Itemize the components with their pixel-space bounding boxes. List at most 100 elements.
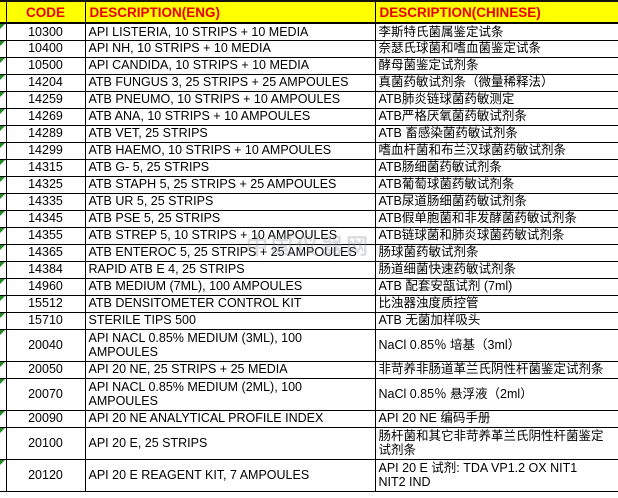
description-eng-cell[interactable]: ATB STREP 5, 10 STRIPS + 10 AMPOULES: [84, 226, 376, 245]
description-eng-cell[interactable]: API 20 NE ANALYTICAL PROFILE INDEX: [84, 409, 376, 428]
description-eng-cell[interactable]: API 20 E REAGENT KIT, 7 AMPOULES: [84, 458, 376, 492]
table-row: 10500 API CANDIDA, 10 STRIPS + 10 MEDIA …: [0, 56, 618, 75]
description-chinese-cell[interactable]: ATB尿道肠细菌药敏试剂条: [374, 192, 618, 211]
code-cell[interactable]: 14345: [5, 209, 86, 228]
description-eng-cell[interactable]: ATB VET, 25 STRIPS: [84, 124, 376, 143]
description-eng-cell[interactable]: ATB ANA, 10 STRIPS + 10 AMPOULES: [84, 107, 376, 126]
code-cell[interactable]: 14960: [5, 277, 86, 296]
row-strip-cell: [0, 73, 7, 92]
error-indicator-icon: [0, 177, 5, 182]
description-chinese-cell[interactable]: ATB假单胞菌和非发酵菌药敏试剂条: [374, 209, 618, 228]
code-cell[interactable]: 14335: [5, 192, 86, 211]
code-cell[interactable]: 20100: [5, 426, 86, 460]
code-cell[interactable]: 20070: [5, 377, 86, 411]
description-chinese-cell[interactable]: 奈瑟氏球菌和嗜血菌鉴定试条: [374, 39, 618, 58]
error-indicator-icon: [0, 313, 5, 318]
row-strip-cell: [0, 294, 7, 313]
description-eng-cell[interactable]: ATB HAEMO, 10 STRIPS + 10 AMPOULES: [84, 141, 376, 160]
error-indicator-icon: [0, 460, 5, 465]
code-cell[interactable]: 20050: [5, 360, 86, 379]
description-chinese-cell[interactable]: 比浊器浊度质控管: [374, 294, 618, 313]
code-cell[interactable]: 10400: [5, 39, 86, 58]
row-strip-cell: [0, 328, 7, 362]
code-cell[interactable]: 14365: [5, 243, 86, 262]
code-cell[interactable]: 14315: [5, 158, 86, 177]
row-strip-cell: [0, 56, 7, 75]
description-chinese-cell[interactable]: 非苛养非肠道革兰氏阴性杆菌鉴定试剂条: [374, 360, 618, 379]
header-description-chinese[interactable]: DESCRIPTION(CHINESE): [374, 0, 618, 24]
description-chinese-cell[interactable]: 真菌药敏试剂条（微量稀释法）: [374, 73, 618, 92]
row-strip-cell: [0, 175, 7, 194]
description-eng-cell[interactable]: ATB DENSITOMETER CONTROL KIT: [84, 294, 376, 313]
description-eng-cell[interactable]: ATB STAPH 5, 25 STRIPS + 25 AMPOULES: [84, 175, 376, 194]
row-strip-cell: [0, 277, 7, 296]
description-eng-cell[interactable]: API NACL 0.85% MEDIUM (2ML), 100 AMPOULE…: [84, 377, 376, 411]
header-code[interactable]: CODE: [5, 0, 86, 24]
description-chinese-cell[interactable]: ATB肠细菌药敏试剂条: [374, 158, 618, 177]
code-cell[interactable]: 20040: [5, 328, 86, 362]
code-cell[interactable]: 14259: [5, 90, 86, 109]
code-cell[interactable]: 14355: [5, 226, 86, 245]
error-indicator-icon: [0, 411, 5, 416]
description-chinese-cell[interactable]: 肠道细菌快速药敏试剂条: [374, 260, 618, 279]
table-row: 14960 ATB MEDIUM (7ML), 100 AMPOULES ATB…: [0, 277, 618, 296]
description-chinese-cell[interactable]: ATB葡萄球菌药敏试剂条: [374, 175, 618, 194]
code-cell[interactable]: 20090: [5, 409, 86, 428]
description-chinese-cell[interactable]: 肠球菌药敏试剂条: [374, 243, 618, 262]
error-indicator-icon: [0, 296, 5, 301]
description-eng-cell[interactable]: API LISTERIA, 10 STRIPS + 10 MEDIA: [84, 22, 376, 41]
table-row: 14335 ATB UR 5, 25 STRIPS ATB尿道肠细菌药敏试剂条: [0, 192, 618, 211]
description-chinese-cell[interactable]: ATB 畜感染菌药敏试剂条: [374, 124, 618, 143]
description-chinese-cell[interactable]: ATB 配套安瓿试剂 (7ml): [374, 277, 618, 296]
header-description-eng[interactable]: DESCRIPTION(ENG): [84, 0, 376, 24]
code-cell[interactable]: 14299: [5, 141, 86, 160]
code-cell[interactable]: 15710: [5, 311, 86, 330]
description-eng-cell[interactable]: API CANDIDA, 10 STRIPS + 10 MEDIA: [84, 56, 376, 75]
description-eng-cell[interactable]: API NACL 0.85% MEDIUM (3ML), 100 AMPOULE…: [84, 328, 376, 362]
code-cell[interactable]: 14384: [5, 260, 86, 279]
description-eng-cell[interactable]: ATB FUNGUS 3, 25 STRIPS + 25 AMPOULES: [84, 73, 376, 92]
description-eng-cell[interactable]: STERILE TIPS 500: [84, 311, 376, 330]
table-row: 20100 API 20 E, 25 STRIPS 肠杆菌和其它非苛养革兰氏阴性…: [0, 426, 618, 460]
row-strip-cell: [0, 90, 7, 109]
description-chinese-cell[interactable]: API 20 NE 编码手册: [374, 409, 618, 428]
error-indicator-icon: [0, 262, 5, 267]
description-eng-cell[interactable]: ATB ENTEROC 5, 25 STRIPS + 25 AMPOULES: [84, 243, 376, 262]
code-cell[interactable]: 14269: [5, 107, 86, 126]
description-chinese-cell[interactable]: 肠杆菌和其它非苛养革兰氏阴性杆菌鉴定 试剂条: [374, 426, 618, 460]
description-chinese-cell[interactable]: ATB肺炎链球菌药敏测定: [374, 90, 618, 109]
table-row: 20070 API NACL 0.85% MEDIUM (2ML), 100 A…: [0, 377, 618, 411]
code-cell[interactable]: 14204: [5, 73, 86, 92]
row-strip-cell: [0, 377, 7, 411]
description-eng-cell[interactable]: ATB MEDIUM (7ML), 100 AMPOULES: [84, 277, 376, 296]
code-cell[interactable]: 10500: [5, 56, 86, 75]
description-chinese-cell[interactable]: NaCl 0.85％ 培基（3ml）: [374, 328, 618, 362]
description-eng-cell[interactable]: ATB PSE 5, 25 STRIPS: [84, 209, 376, 228]
description-chinese-cell[interactable]: ATB链球菌和肺炎球菌药敏试剂条: [374, 226, 618, 245]
description-chinese-cell[interactable]: ATB严格厌氧菌药敏试剂条: [374, 107, 618, 126]
table-row: 10300 API LISTERIA, 10 STRIPS + 10 MEDIA…: [0, 22, 618, 41]
code-cell[interactable]: 10300: [5, 22, 86, 41]
code-cell[interactable]: 14289: [5, 124, 86, 143]
description-chinese-cell[interactable]: ATB 无菌加样吸头: [374, 311, 618, 330]
description-eng-cell[interactable]: ATB UR 5, 25 STRIPS: [84, 192, 376, 211]
description-chinese-cell[interactable]: API 20 E 试剂: TDA VP1.2 OX NIT1 NIT2 IND: [374, 458, 618, 492]
description-chinese-cell[interactable]: 嗜血杆菌和布兰汉球菌药敏试剂条: [374, 141, 618, 160]
description-chinese-cell[interactable]: NaCl 0.85％ 悬浮液（2ml）: [374, 377, 618, 411]
code-cell[interactable]: 15512: [5, 294, 86, 313]
row-strip-cell: [0, 360, 7, 379]
description-eng-cell[interactable]: API 20 E, 25 STRIPS: [84, 426, 376, 460]
code-cell[interactable]: 20120: [5, 458, 86, 492]
description-eng-cell[interactable]: RAPID ATB E 4, 25 STRIPS: [84, 260, 376, 279]
description-eng-cell[interactable]: API NH, 10 STRIPS + 10 MEDIA: [84, 39, 376, 58]
table-row: 14384 RAPID ATB E 4, 25 STRIPS 肠道细菌快速药敏试…: [0, 260, 618, 279]
error-indicator-icon: [0, 160, 5, 165]
error-indicator-icon: [0, 75, 5, 80]
description-chinese-cell[interactable]: 李斯特氏菌属鉴定试条: [374, 22, 618, 41]
description-chinese-cell[interactable]: 酵母菌鉴定试剂条: [374, 56, 618, 75]
description-eng-cell[interactable]: ATB G- 5, 25 STRIPS: [84, 158, 376, 177]
code-cell[interactable]: 14325: [5, 175, 86, 194]
description-eng-cell[interactable]: API 20 NE, 25 STRIPS + 25 MEDIA: [84, 360, 376, 379]
description-eng-cell[interactable]: ATB PNEUMO, 10 STRIPS + 10 AMPOULES: [84, 90, 376, 109]
